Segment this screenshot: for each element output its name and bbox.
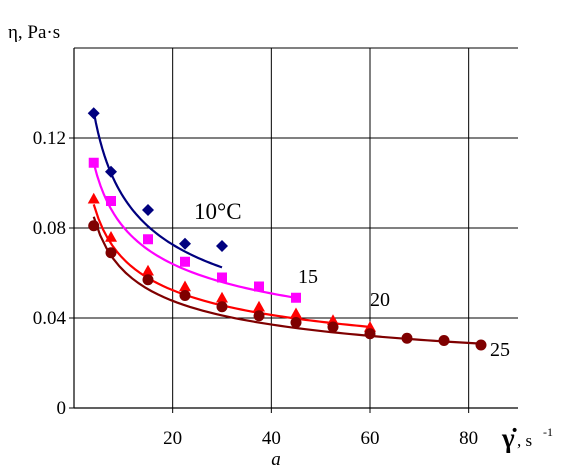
series-label-20: 20 — [370, 289, 390, 311]
data-point-series-3 — [401, 332, 413, 344]
data-point-series-0 — [179, 237, 191, 250]
tick-labels: 0 0.04 0.08 0.12 20 40 60 80 — [33, 128, 478, 449]
x-axis-symbol: γ̇ — [501, 423, 518, 453]
x-axis-unit: , s — [517, 431, 532, 450]
fit-curve-series-3 — [92, 216, 479, 345]
data-point-series-3 — [105, 247, 117, 259]
data-point-series-3 — [327, 321, 339, 333]
data-point-series-0 — [216, 240, 228, 252]
fit-curves — [92, 111, 479, 345]
data-point-series-2 — [253, 300, 265, 312]
data-point-series-3 — [475, 339, 487, 351]
y-axis-label: η, Pa·s — [8, 22, 60, 43]
fit-curve-series-2 — [92, 204, 371, 329]
data-point-series-1 — [217, 272, 227, 283]
data-point-series-3 — [438, 335, 450, 346]
data-point-series-2 — [142, 264, 154, 276]
data-point-series-2 — [327, 314, 339, 326]
panel-label: a — [271, 449, 281, 466]
x-axis-label: γ̇ , s -1 — [501, 423, 553, 453]
data-point-series-1 — [106, 196, 116, 206]
data-point-series-3 — [364, 328, 376, 340]
data-point-series-1 — [143, 234, 153, 245]
grid — [74, 47, 518, 408]
data-point-series-3 — [253, 310, 265, 322]
axes — [69, 48, 518, 413]
y-tick-label: 0.08 — [33, 218, 66, 239]
data-point-series-3 — [290, 317, 302, 328]
data-point-series-1 — [291, 292, 301, 303]
y-tick-label: 0.04 — [33, 308, 67, 329]
data-point-series-1 — [180, 256, 190, 267]
series-label-10: 10°C — [194, 199, 242, 224]
fit-curve-series-0 — [92, 111, 223, 269]
data-point-series-3 — [88, 220, 100, 232]
data-point-series-0 — [105, 165, 117, 178]
data-point-series-2 — [216, 291, 228, 303]
data-markers — [87, 107, 487, 351]
data-point-series-2 — [290, 307, 302, 319]
fit-curve-series-1 — [92, 162, 297, 299]
data-point-series-0 — [87, 107, 100, 120]
data-point-series-1 — [88, 157, 99, 168]
x-axis-unit-exponent: -1 — [543, 425, 553, 439]
x-tick-label: 80 — [459, 428, 478, 449]
data-point-series-3 — [179, 290, 191, 301]
series-label-15: 15 — [298, 266, 318, 288]
x-tick-label: 60 — [361, 428, 380, 449]
data-point-series-0 — [142, 204, 154, 216]
data-point-series-3 — [216, 301, 228, 313]
data-point-series-2 — [87, 192, 100, 204]
series-label-25: 25 — [490, 339, 510, 361]
data-point-series-1 — [254, 281, 264, 292]
data-point-series-2 — [179, 280, 191, 292]
x-tick-label: 40 — [262, 428, 281, 449]
data-point-series-2 — [364, 321, 376, 332]
y-tick-label: 0.12 — [33, 128, 66, 149]
y-tick-label: 0 — [57, 398, 67, 419]
data-point-series-2 — [105, 231, 117, 242]
data-point-series-3 — [142, 274, 154, 286]
x-tick-label: 20 — [163, 428, 182, 449]
